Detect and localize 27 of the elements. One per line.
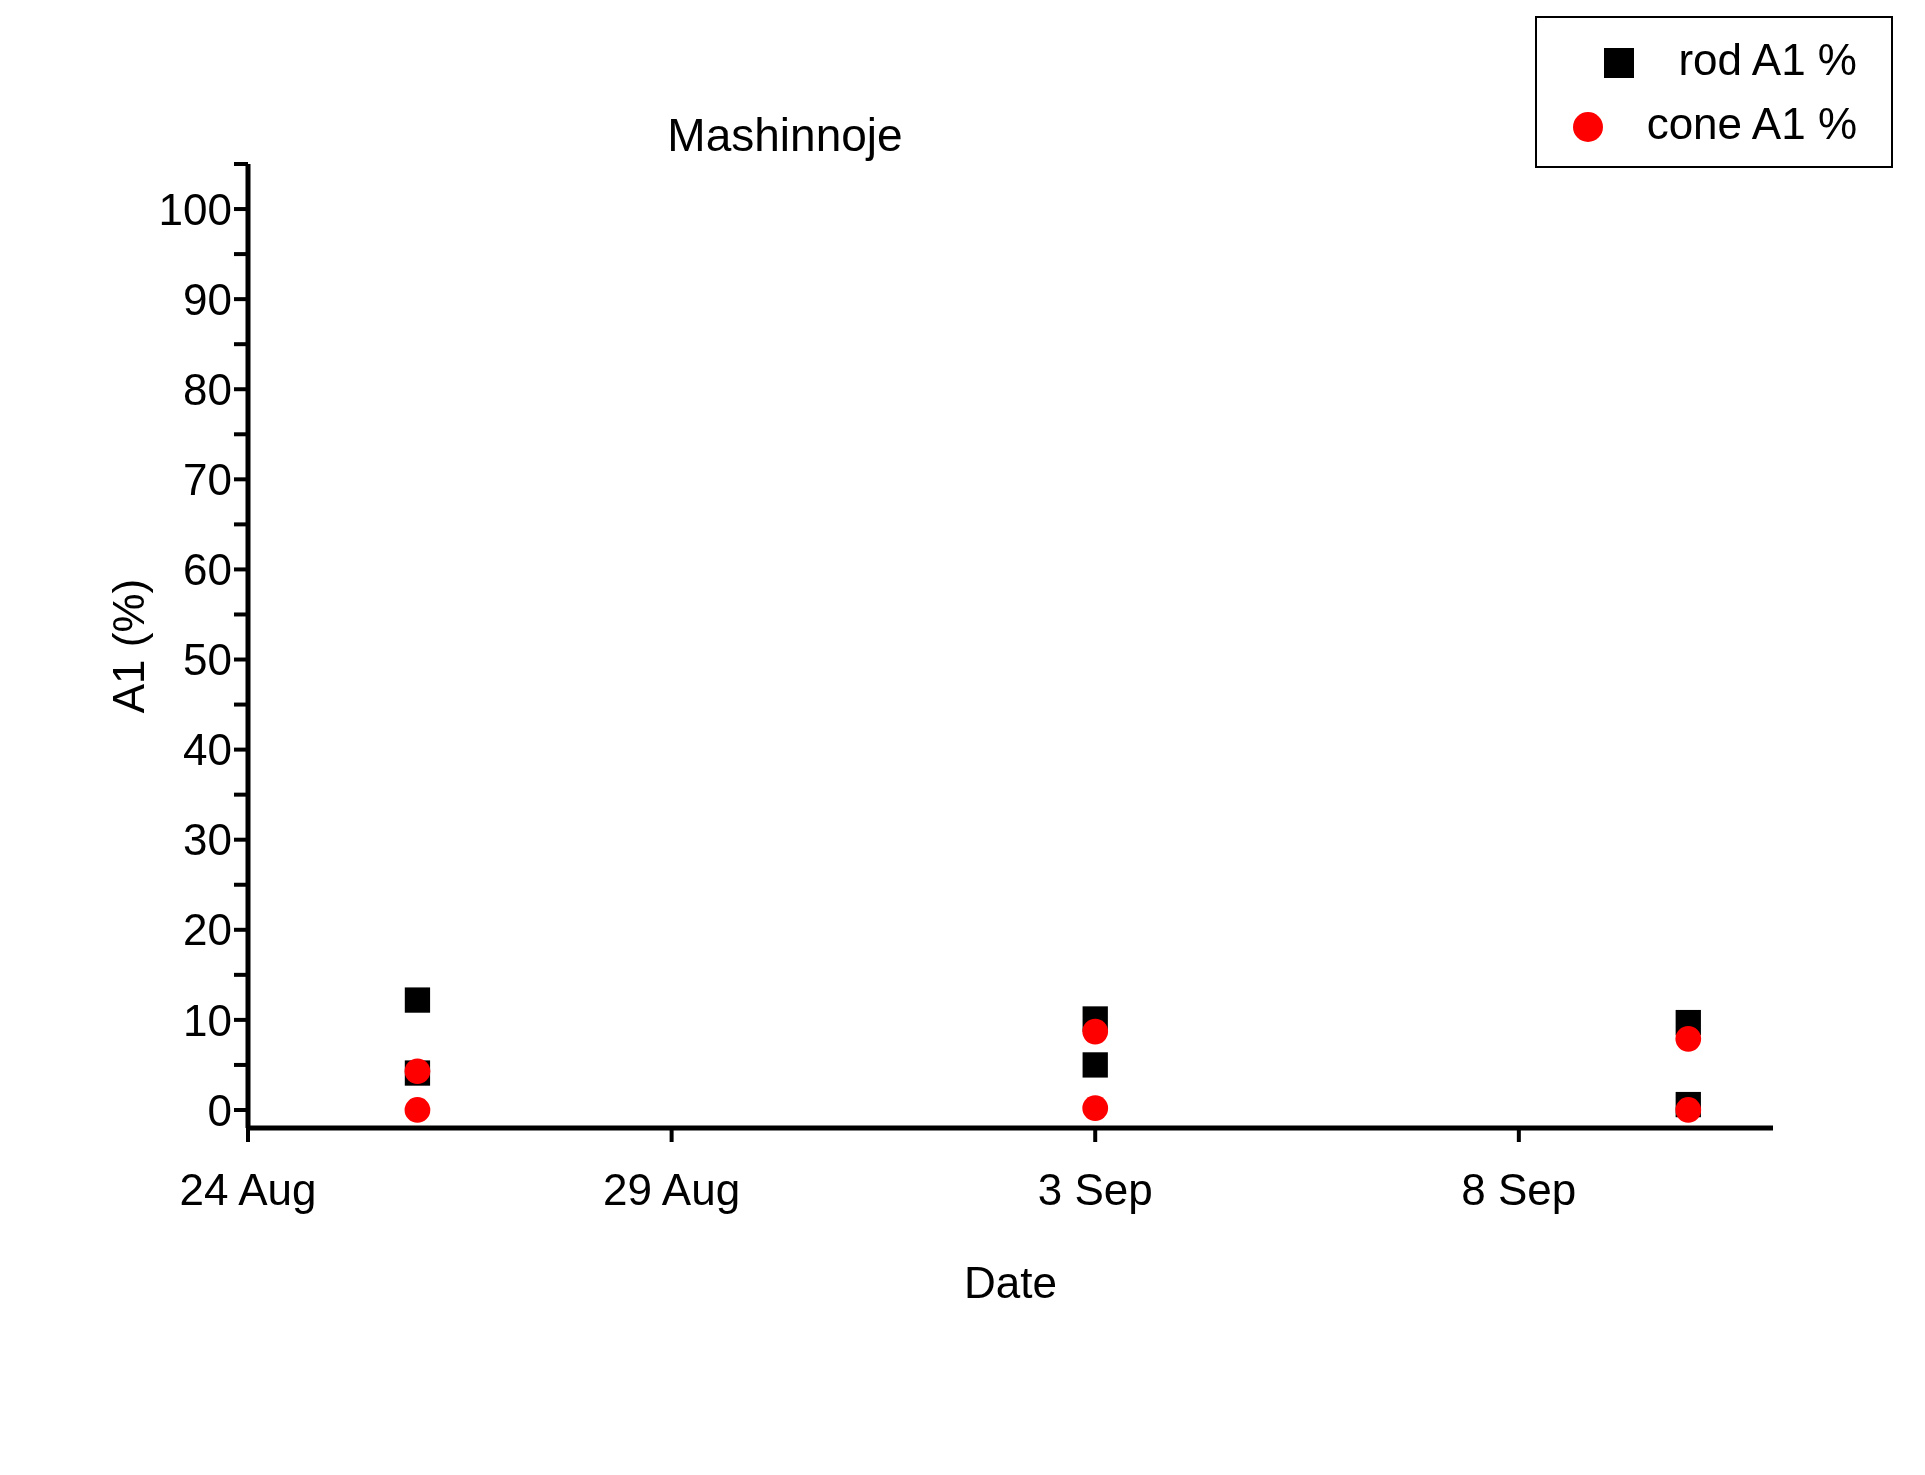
y-tick-label: 10 <box>183 995 232 1045</box>
y-tick-label: 90 <box>183 274 232 324</box>
legend-label: rod A1 % <box>1678 35 1857 84</box>
y-tick-label: 40 <box>183 725 232 775</box>
point <box>1675 1097 1702 1123</box>
y-tick-label: 30 <box>183 815 232 865</box>
legend-label: cone A1 % <box>1646 99 1857 148</box>
chart-title: Mashinnoje <box>666 108 904 162</box>
y-tick-label: 60 <box>183 545 232 595</box>
point <box>404 1097 431 1123</box>
y-axis-title: A1 (%) <box>103 578 153 714</box>
point <box>1082 1052 1108 1078</box>
y-tick-label: 100 <box>158 184 232 234</box>
x-tick-label: 3 Sep <box>1037 1165 1153 1215</box>
point <box>1675 1025 1702 1052</box>
point <box>404 987 431 1013</box>
y-tick-label: 70 <box>183 454 232 504</box>
y-tick-label: 50 <box>183 635 232 685</box>
x-axis-title: Date <box>964 1258 1057 1307</box>
x-tick-label: 24 Aug <box>179 1165 317 1215</box>
x-tick-label: 8 Sep <box>1461 1165 1577 1215</box>
point <box>1082 1095 1109 1122</box>
point <box>1082 1018 1109 1045</box>
y-tick-label: 0 <box>207 1085 232 1135</box>
y-tick-label: 80 <box>183 364 232 414</box>
x-tick-label: 29 Aug <box>603 1165 741 1215</box>
y-tick-label: 20 <box>183 905 232 955</box>
